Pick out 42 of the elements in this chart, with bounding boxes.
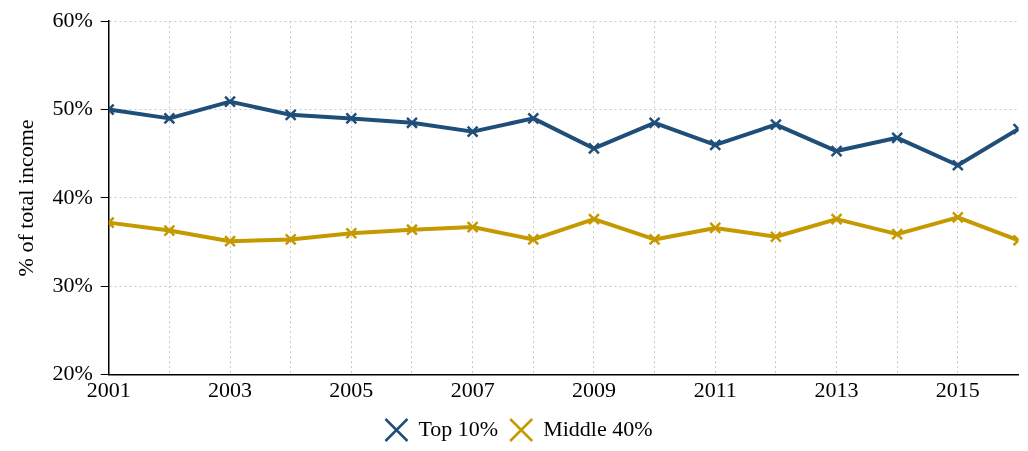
x-tick-label: 2009 <box>571 376 616 402</box>
point <box>587 212 601 226</box>
point <box>345 112 358 125</box>
point <box>405 223 419 236</box>
point <box>405 116 419 129</box>
point <box>527 233 540 246</box>
point <box>284 108 297 122</box>
y-tick-label: 60% <box>52 6 93 32</box>
point <box>830 144 843 158</box>
point <box>830 212 843 226</box>
point <box>648 116 661 129</box>
y-tick-label: 50% <box>52 95 93 121</box>
x-tick-label: 2007 <box>450 376 495 402</box>
x-tick-label: 2011 <box>693 376 737 402</box>
y-tick-label: 30% <box>52 272 93 298</box>
point <box>223 95 237 108</box>
point <box>163 112 176 125</box>
point <box>951 211 965 224</box>
legend-label: Top 10% <box>418 415 499 441</box>
point <box>769 230 783 243</box>
point <box>587 142 601 155</box>
y-tick-label: 40% <box>52 183 93 209</box>
point <box>527 112 540 125</box>
legend-label: Middle 40% <box>543 415 653 441</box>
point <box>709 221 722 235</box>
point <box>466 125 479 138</box>
point <box>891 131 904 145</box>
point <box>709 138 722 152</box>
x-tick-label: 2003 <box>208 376 253 402</box>
point <box>466 220 479 234</box>
x-tick-label: 2005 <box>329 376 374 402</box>
x-tick-label: 2015 <box>935 376 980 402</box>
y-axis-title: % of total income <box>12 119 38 277</box>
x-tick-label: 2013 <box>814 376 859 402</box>
point <box>163 224 176 237</box>
point <box>648 233 661 246</box>
point <box>284 233 297 246</box>
point <box>345 227 358 240</box>
point <box>769 118 783 131</box>
point <box>951 159 965 172</box>
point <box>891 227 904 241</box>
point <box>223 234 237 248</box>
